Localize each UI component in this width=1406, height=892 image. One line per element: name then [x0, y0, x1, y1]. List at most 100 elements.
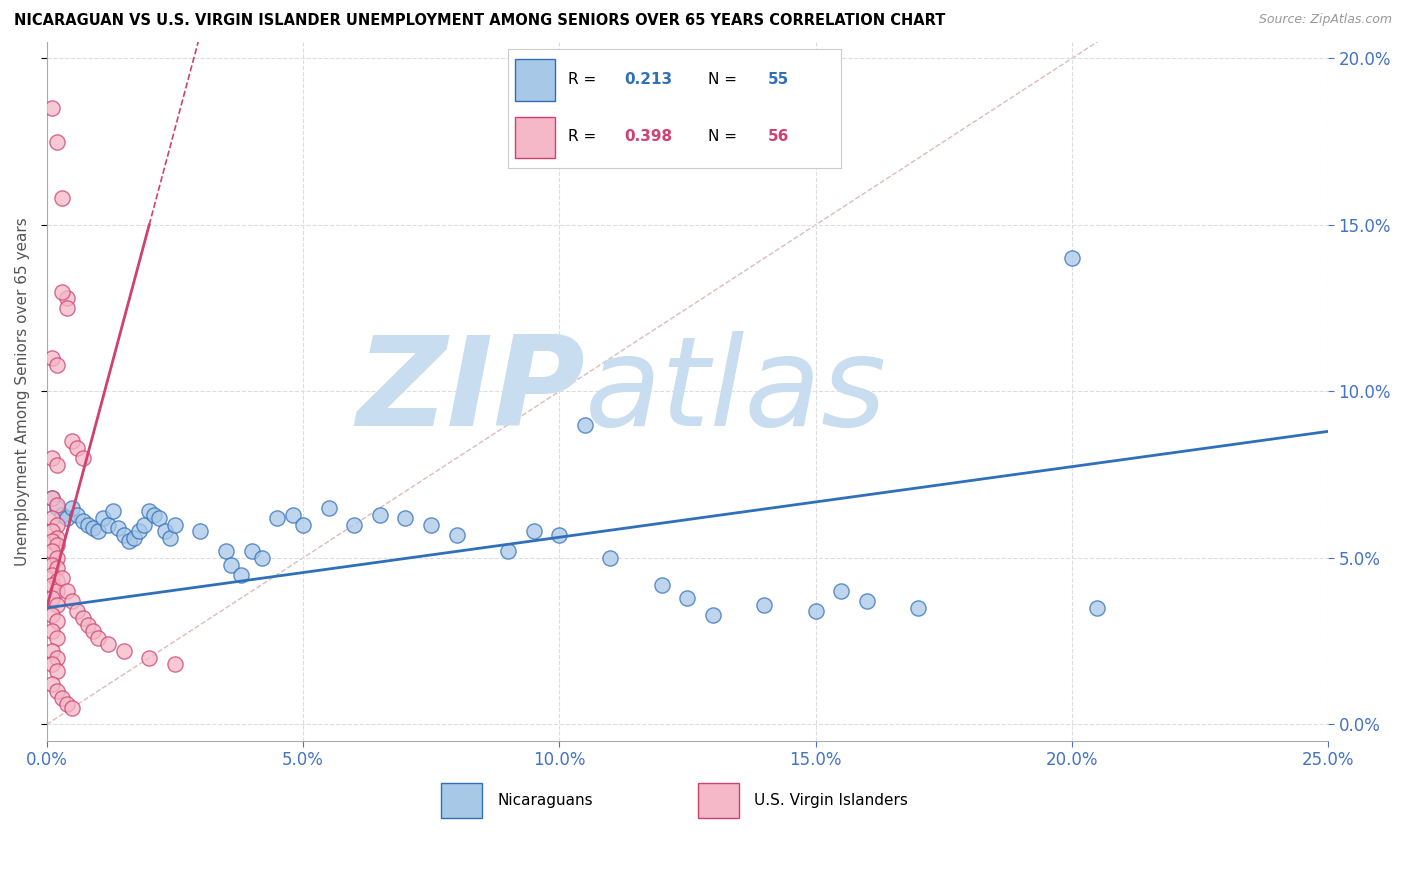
Point — [45, 358, 67, 372]
Point — [56, 291, 79, 305]
Point — [51, 191, 73, 205]
Point — [76, 617, 98, 632]
Point — [907, 600, 929, 615]
Point — [754, 598, 776, 612]
Point — [51, 508, 73, 522]
Point — [41, 677, 63, 691]
Point — [163, 657, 186, 672]
Point — [159, 531, 181, 545]
Point — [66, 441, 89, 455]
Point — [45, 538, 67, 552]
Point — [190, 524, 212, 539]
Point — [87, 631, 110, 645]
Point — [41, 351, 63, 365]
Point — [599, 550, 621, 565]
Point — [41, 491, 63, 505]
Point — [45, 664, 67, 678]
Text: ZIP: ZIP — [356, 331, 585, 452]
Point — [420, 517, 443, 532]
Point — [60, 700, 83, 714]
Point — [51, 285, 73, 299]
Point — [45, 135, 67, 149]
Point — [138, 504, 160, 518]
Point — [122, 531, 145, 545]
Point — [132, 517, 155, 532]
Point — [523, 524, 546, 539]
Point — [45, 574, 67, 589]
Point — [163, 517, 186, 532]
Point — [87, 524, 110, 539]
Text: Source: ZipAtlas.com: Source: ZipAtlas.com — [1258, 13, 1392, 27]
Point — [76, 517, 98, 532]
Point — [496, 544, 519, 558]
Point — [107, 521, 129, 535]
Point — [97, 517, 120, 532]
Point — [250, 550, 273, 565]
Point — [45, 584, 67, 599]
Point — [830, 584, 852, 599]
Point — [281, 508, 304, 522]
Point — [219, 558, 242, 572]
Point — [72, 450, 94, 465]
Point — [855, 594, 877, 608]
Point — [60, 434, 83, 449]
Point — [45, 650, 67, 665]
Point — [45, 561, 67, 575]
Point — [41, 577, 63, 591]
Point — [41, 644, 63, 658]
Point — [215, 544, 238, 558]
Point — [112, 527, 135, 541]
Point — [143, 508, 166, 522]
Point — [82, 521, 104, 535]
Point — [153, 524, 176, 539]
Point — [45, 458, 67, 472]
Point — [291, 517, 314, 532]
Point — [45, 500, 67, 515]
Point — [368, 508, 391, 522]
Point — [45, 517, 67, 532]
Point — [66, 508, 89, 522]
Point — [148, 511, 170, 525]
Point — [41, 534, 63, 549]
Point — [45, 614, 67, 628]
Point — [56, 584, 79, 599]
Point — [1087, 600, 1109, 615]
Point — [41, 591, 63, 605]
Point — [72, 514, 94, 528]
Point — [60, 500, 83, 515]
Point — [41, 607, 63, 622]
Point — [103, 504, 125, 518]
Point — [804, 604, 827, 618]
Point — [702, 607, 724, 622]
Point — [41, 558, 63, 572]
Point — [266, 511, 288, 525]
Point — [56, 301, 79, 315]
Point — [41, 567, 63, 582]
Point — [41, 544, 63, 558]
Point — [676, 591, 699, 605]
Point — [41, 511, 63, 525]
Point — [51, 571, 73, 585]
Point — [112, 644, 135, 658]
Point — [574, 417, 596, 432]
Point — [72, 611, 94, 625]
Text: NICARAGUAN VS U.S. VIRGIN ISLANDER UNEMPLOYMENT AMONG SENIORS OVER 65 YEARS CORR: NICARAGUAN VS U.S. VIRGIN ISLANDER UNEMP… — [14, 13, 945, 29]
Point — [548, 527, 571, 541]
Point — [45, 498, 67, 512]
Point — [41, 657, 63, 672]
Point — [45, 684, 67, 698]
Y-axis label: Unemployment Among Seniors over 65 years: Unemployment Among Seniors over 65 years — [15, 217, 30, 566]
Point — [45, 631, 67, 645]
Point — [138, 650, 160, 665]
Point — [343, 517, 366, 532]
Point — [41, 491, 63, 505]
Point — [60, 594, 83, 608]
Text: atlas: atlas — [585, 331, 887, 452]
Point — [41, 101, 63, 115]
Point — [446, 527, 468, 541]
Point — [45, 531, 67, 545]
Point — [41, 624, 63, 639]
Point — [118, 534, 141, 549]
Point — [41, 450, 63, 465]
Point — [97, 638, 120, 652]
